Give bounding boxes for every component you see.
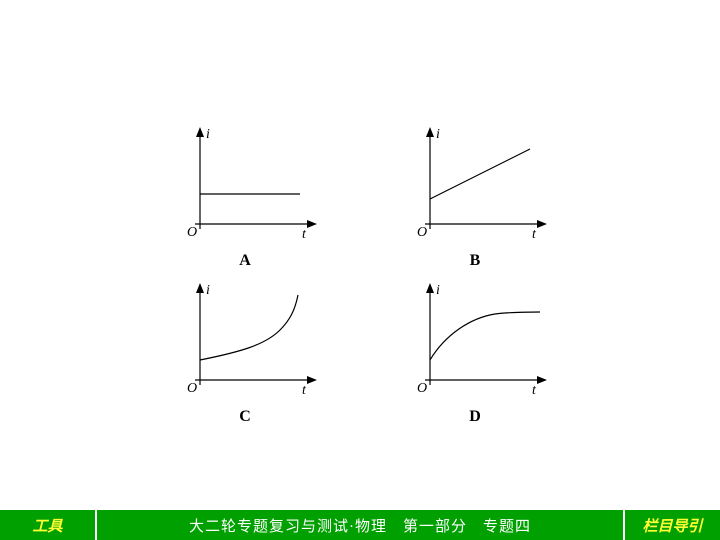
chart-D-svg: i O t [400, 280, 550, 400]
y-axis-label: i [436, 127, 440, 142]
footer-title: 大二轮专题复习与测试·物理 第一部分 专题四 [95, 510, 625, 540]
chart-D: i O t D [400, 280, 550, 426]
footer-tools-button[interactable]: 工具 [0, 510, 95, 540]
chart-A-caption: A [239, 252, 251, 270]
footer-nav-button[interactable]: 栏目导引 [625, 510, 720, 540]
chart-D-curve [430, 312, 540, 360]
chart-A-svg: i O t [170, 124, 320, 244]
origin-label: O [187, 381, 197, 396]
origin-label: O [417, 225, 427, 240]
x-axis-label: t [302, 383, 307, 398]
chart-C-caption: C [239, 408, 251, 426]
x-axis-label: t [532, 227, 537, 242]
chart-row-2: i O t C i O t D [170, 280, 550, 426]
chart-A: i O t A [170, 124, 320, 270]
chart-C: i O t C [170, 280, 320, 426]
chart-D-caption: D [469, 408, 481, 426]
origin-label: O [417, 381, 427, 396]
origin-label: O [187, 225, 197, 240]
chart-B-curve [430, 149, 530, 199]
chart-B: i O t B [400, 124, 550, 270]
charts-panel: i O t A i O t B [0, 0, 720, 510]
y-axis-label: i [436, 283, 440, 298]
chart-B-svg: i O t [400, 124, 550, 244]
chart-C-curve [200, 295, 298, 360]
y-axis-label: i [206, 283, 210, 298]
chart-B-caption: B [470, 252, 481, 270]
y-axis-label: i [206, 127, 210, 142]
x-axis-label: t [302, 227, 307, 242]
x-axis-label: t [532, 383, 537, 398]
chart-row-1: i O t A i O t B [170, 124, 550, 270]
chart-C-svg: i O t [170, 280, 320, 400]
footer-bar: 工具 大二轮专题复习与测试·物理 第一部分 专题四 栏目导引 [0, 510, 720, 540]
